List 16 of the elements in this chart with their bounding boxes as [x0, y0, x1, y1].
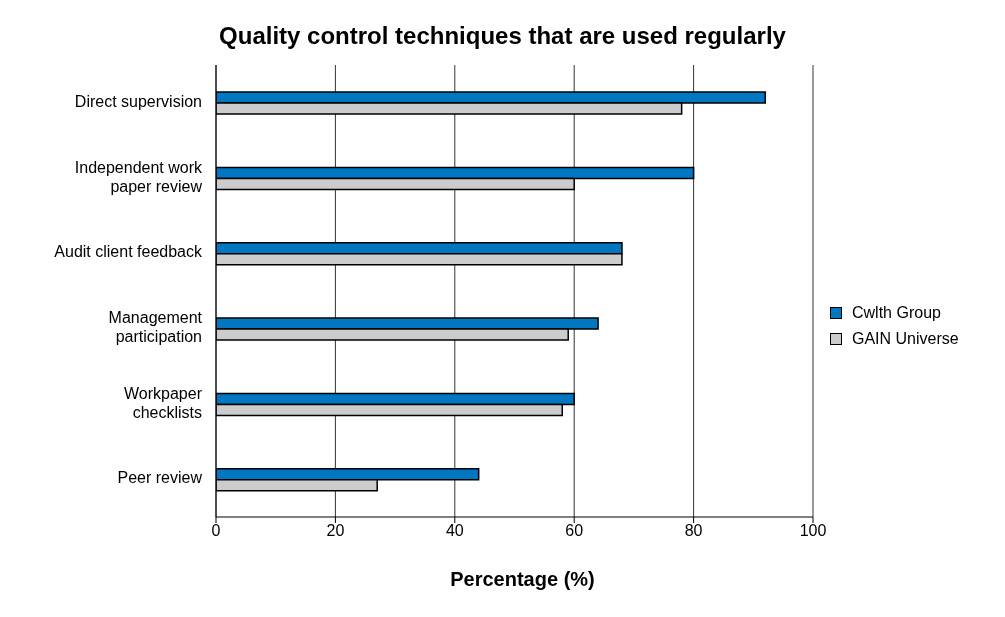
y-tick-label: Management participation — [108, 309, 203, 346]
y-tick-label: Peer review — [117, 469, 203, 487]
y-tick-label: Independent work paper review — [74, 158, 203, 195]
chart-title: Quality control techniques that are used regularly — [218, 22, 787, 50]
x-tick-label: 20 — [326, 522, 345, 540]
x-tick-label: 60 — [565, 522, 584, 540]
legend-label: GAIN Universe — [852, 330, 959, 348]
y-tick-label: Audit client feedback — [54, 243, 203, 261]
y-tick-label: Direct supervision — [74, 92, 202, 110]
y-tick-label: Workpaper checklists — [124, 384, 203, 421]
x-tick-label: 40 — [445, 522, 464, 540]
x-tick-label: 80 — [684, 522, 703, 540]
legend-label: Cwlth Group — [852, 304, 941, 322]
x-tick-label: 100 — [799, 522, 827, 540]
x-axis-title: Percentage (%) — [449, 568, 596, 591]
x-tick-label: 0 — [211, 522, 221, 540]
